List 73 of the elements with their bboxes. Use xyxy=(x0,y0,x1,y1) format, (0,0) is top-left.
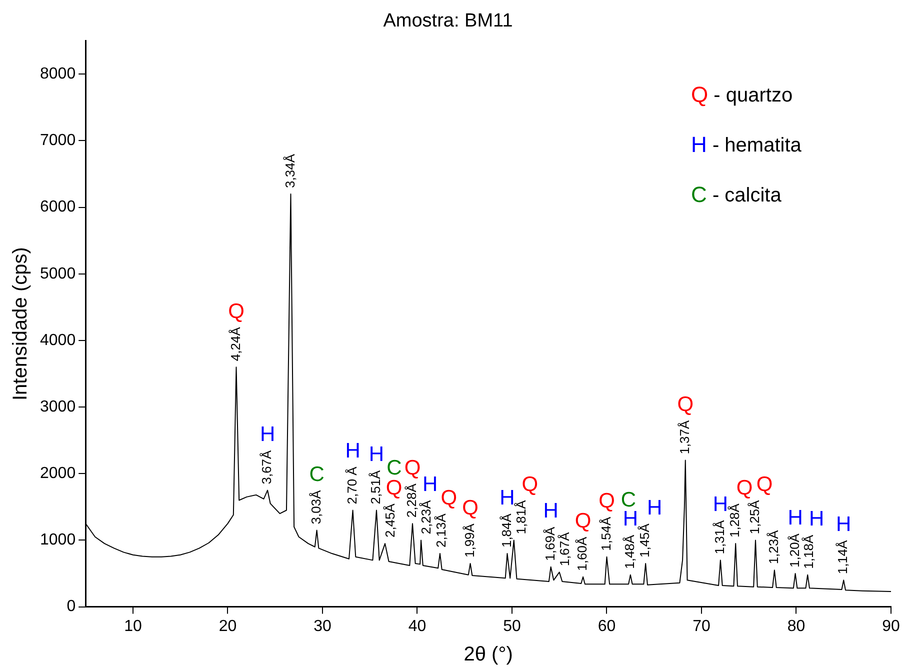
annotation: H xyxy=(836,512,852,536)
annotation: H xyxy=(788,506,803,530)
annotation: 2,13Å xyxy=(434,513,449,548)
y-tick-label: 4000 xyxy=(40,332,76,349)
annotation: 1,48Å xyxy=(622,534,638,569)
annotation: 1,67Å xyxy=(556,532,572,566)
annotation: 3,03Å xyxy=(308,490,324,524)
annotation: 1,37Å xyxy=(676,420,692,454)
annotation: 1,23Å xyxy=(766,530,782,564)
annotation: 1,25Å xyxy=(747,500,762,534)
annotation: Q xyxy=(462,496,478,520)
annotation: 2,28Å xyxy=(404,483,420,518)
x-tick-label: 80 xyxy=(787,618,806,635)
annotation: Q xyxy=(736,476,753,500)
annotation: 4,24Å xyxy=(228,326,243,362)
annotation: 1,60Å xyxy=(574,536,590,571)
annotation: Q - quartzo xyxy=(691,82,793,107)
annotation: H - hematita xyxy=(691,132,802,157)
annotation: Q xyxy=(598,490,615,513)
y-tick-label: 1000 xyxy=(40,532,76,549)
annotation: H xyxy=(345,439,360,462)
annotation: Q xyxy=(574,510,592,533)
annotation: C - calcita xyxy=(691,182,782,207)
y-tick-label: 7000 xyxy=(40,132,76,150)
annotation: 1,14Å xyxy=(835,540,850,574)
annotation: 1,99Å xyxy=(462,523,477,558)
annotation: Q xyxy=(756,473,773,496)
annotation: 2,70 Å xyxy=(344,466,360,504)
annotation: H xyxy=(647,496,662,520)
annotation: 1,81Å xyxy=(513,500,528,534)
y-tick-label: 2000 xyxy=(40,465,76,482)
annotation: H xyxy=(712,493,728,516)
x-tick-label: 30 xyxy=(314,618,332,635)
x-tick-label: 10 xyxy=(124,618,142,635)
annotation: 1,28Å xyxy=(727,503,742,538)
annotation: 1,20Å xyxy=(786,533,802,568)
y-axis-title: Intensidade (cps) xyxy=(10,247,32,401)
annotation: Q xyxy=(228,300,244,323)
x-axis-title: 2θ (°) xyxy=(464,644,513,666)
x-tick-label: 60 xyxy=(598,618,616,635)
annotation: H xyxy=(543,500,558,523)
y-tick-label: 3000 xyxy=(40,398,76,416)
annotation: 1,18Å xyxy=(801,534,816,569)
annotation: H xyxy=(260,423,276,446)
annotation: Q xyxy=(677,393,694,416)
annotation: 3,34Å xyxy=(282,154,298,188)
annotation: 2,51Å xyxy=(368,470,384,504)
annotation: H xyxy=(368,443,384,466)
annotation: 1,84Å xyxy=(498,513,514,548)
annotation: 2,23Å xyxy=(418,500,434,534)
annotation: 1,54Å xyxy=(598,516,614,551)
annotation: 3,67Å xyxy=(259,450,274,484)
annotation: H xyxy=(500,486,515,510)
x-tick-label: 90 xyxy=(882,618,900,635)
x-tick-label: 70 xyxy=(692,618,710,635)
chart-title: Amostra: BM11 xyxy=(383,10,513,32)
y-tick-label: 8000 xyxy=(40,66,76,82)
y-tick-label: 6000 xyxy=(40,198,76,216)
x-tick-label: 40 xyxy=(408,618,426,635)
y-tick-label: 5000 xyxy=(40,265,76,282)
x-tick-label: 20 xyxy=(218,618,237,635)
annotation: Q xyxy=(440,486,458,510)
annotation: H xyxy=(809,508,824,531)
annotation: 2,45Å xyxy=(382,503,398,538)
annotation: Q xyxy=(404,456,421,480)
annotation: 1,45Å xyxy=(637,523,652,558)
annotation: H xyxy=(422,473,438,496)
annotation: 1,69Å xyxy=(542,526,558,561)
annotation: Q xyxy=(522,473,538,496)
annotation: C xyxy=(309,463,324,486)
x-tick-label: 50 xyxy=(503,618,521,635)
y-tick-label: 0 xyxy=(66,598,76,616)
annotation: 1,31Å xyxy=(712,520,728,554)
